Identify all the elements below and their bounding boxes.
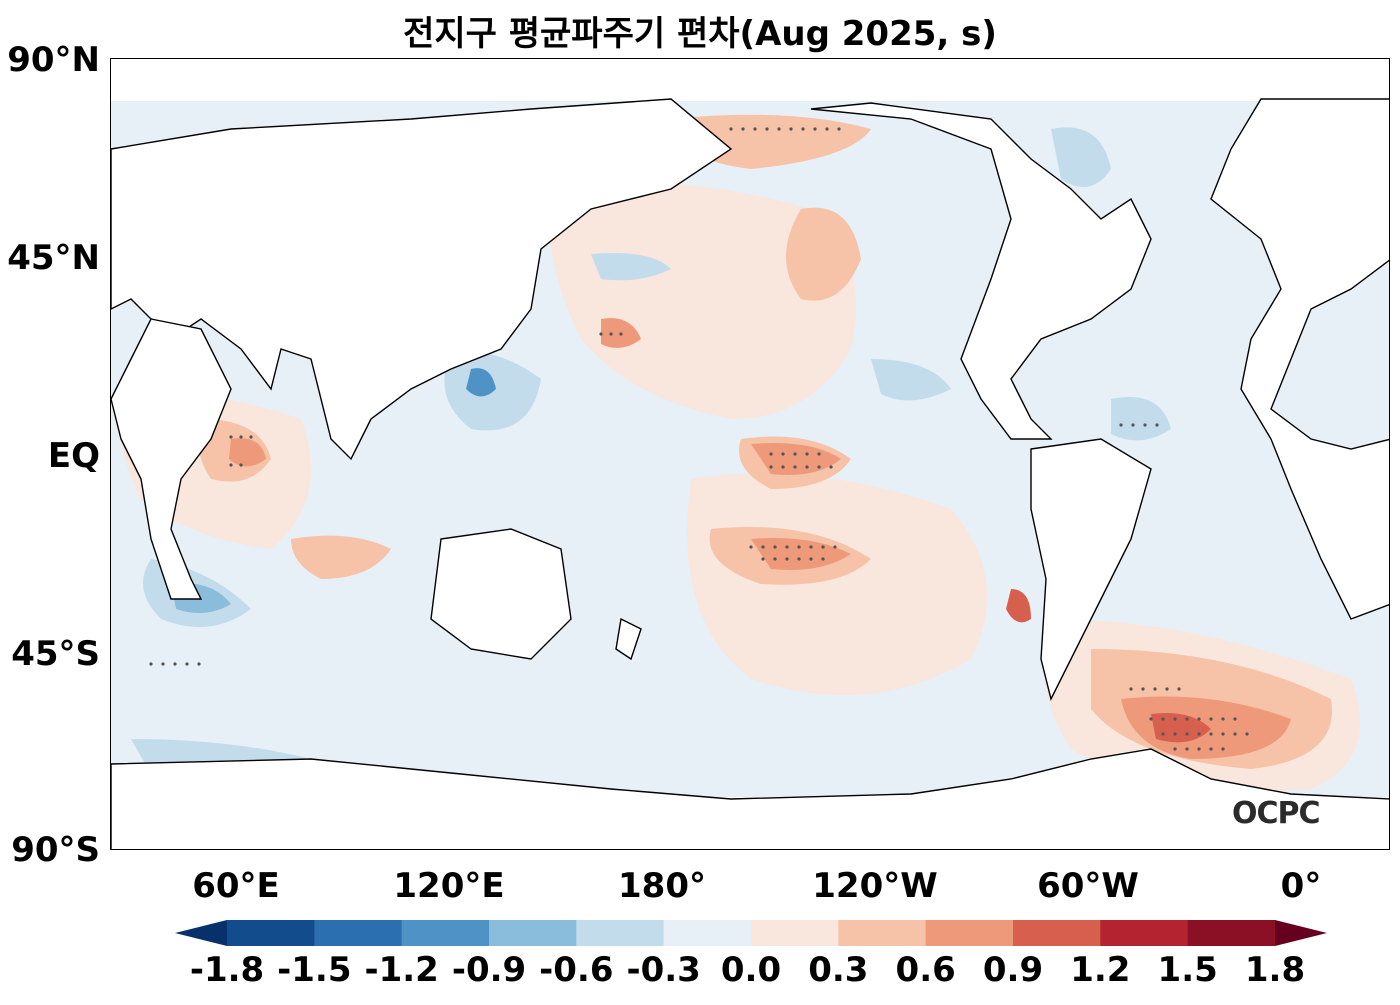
lon-label-60w: 60°W: [1037, 866, 1139, 906]
significance-dots: [149, 127, 1249, 751]
lon-label-120e: 120°E: [393, 866, 505, 906]
lat-label-90n: 90°N: [7, 40, 100, 80]
colorbar-tick-label: 1.5: [1157, 950, 1218, 990]
colorbar-tick-label: 1.8: [1244, 950, 1306, 990]
colorbar: [175, 920, 1327, 946]
colorbar-tick-label: 0.9: [982, 950, 1044, 990]
colorbar-tick-label: -1.2: [364, 950, 439, 990]
ocpc-logo: OCPC: [1232, 796, 1321, 831]
map-title: 전지구 평균파주기 편차(Aug 2025, s): [403, 14, 997, 54]
colorbar-tick-label: 0.3: [808, 950, 869, 990]
colorbar-tick-label: 0.6: [895, 950, 956, 990]
lat-label-eq: EQ: [47, 436, 100, 476]
colorbar-tick-label: -0.6: [539, 950, 614, 990]
colorbar-bin: [227, 920, 315, 946]
lon-label-120w: 120°W: [812, 866, 938, 906]
colorbar-bin: [838, 920, 927, 946]
lat-label-45s: 45°S: [11, 634, 100, 674]
colorbar-bin: [401, 920, 490, 946]
colorbar-bin: [751, 920, 839, 946]
colorbar-bin: [1187, 920, 1276, 946]
colorbar-tick-label: 1.2: [1070, 950, 1131, 990]
lon-label-60e: 60°E: [192, 866, 280, 906]
lat-label-90s: 90°S: [11, 830, 100, 870]
colorbar-bin: [1013, 920, 1101, 946]
colorbar-tick-label: -1.8: [189, 950, 265, 990]
colorbar-bin: [489, 920, 577, 946]
colorbar-tick-label: -1.5: [277, 950, 352, 990]
colorbar-bin: [663, 920, 752, 946]
colorbar-extend-high: [1275, 920, 1327, 946]
lon-label-0: 0°: [1280, 866, 1322, 906]
colorbar-extend-low: [175, 920, 227, 946]
colorbar-tick-label: -0.3: [626, 950, 701, 990]
colorbar-bin: [1100, 920, 1189, 946]
colorbar-bin: [314, 920, 403, 946]
colorbar-tick-label: 0.0: [720, 950, 782, 990]
continent-outlines: [111, 98, 1389, 849]
colorbar-bin: [925, 920, 1014, 946]
lon-label-180: 180°: [618, 866, 706, 906]
wave-period-anomaly-field: [111, 98, 1389, 849]
lat-label-45n: 45°N: [7, 238, 100, 278]
colorbar-bin: [576, 920, 665, 946]
colorbar-tick-label: -0.9: [451, 950, 527, 990]
map-panel: [110, 58, 1390, 850]
